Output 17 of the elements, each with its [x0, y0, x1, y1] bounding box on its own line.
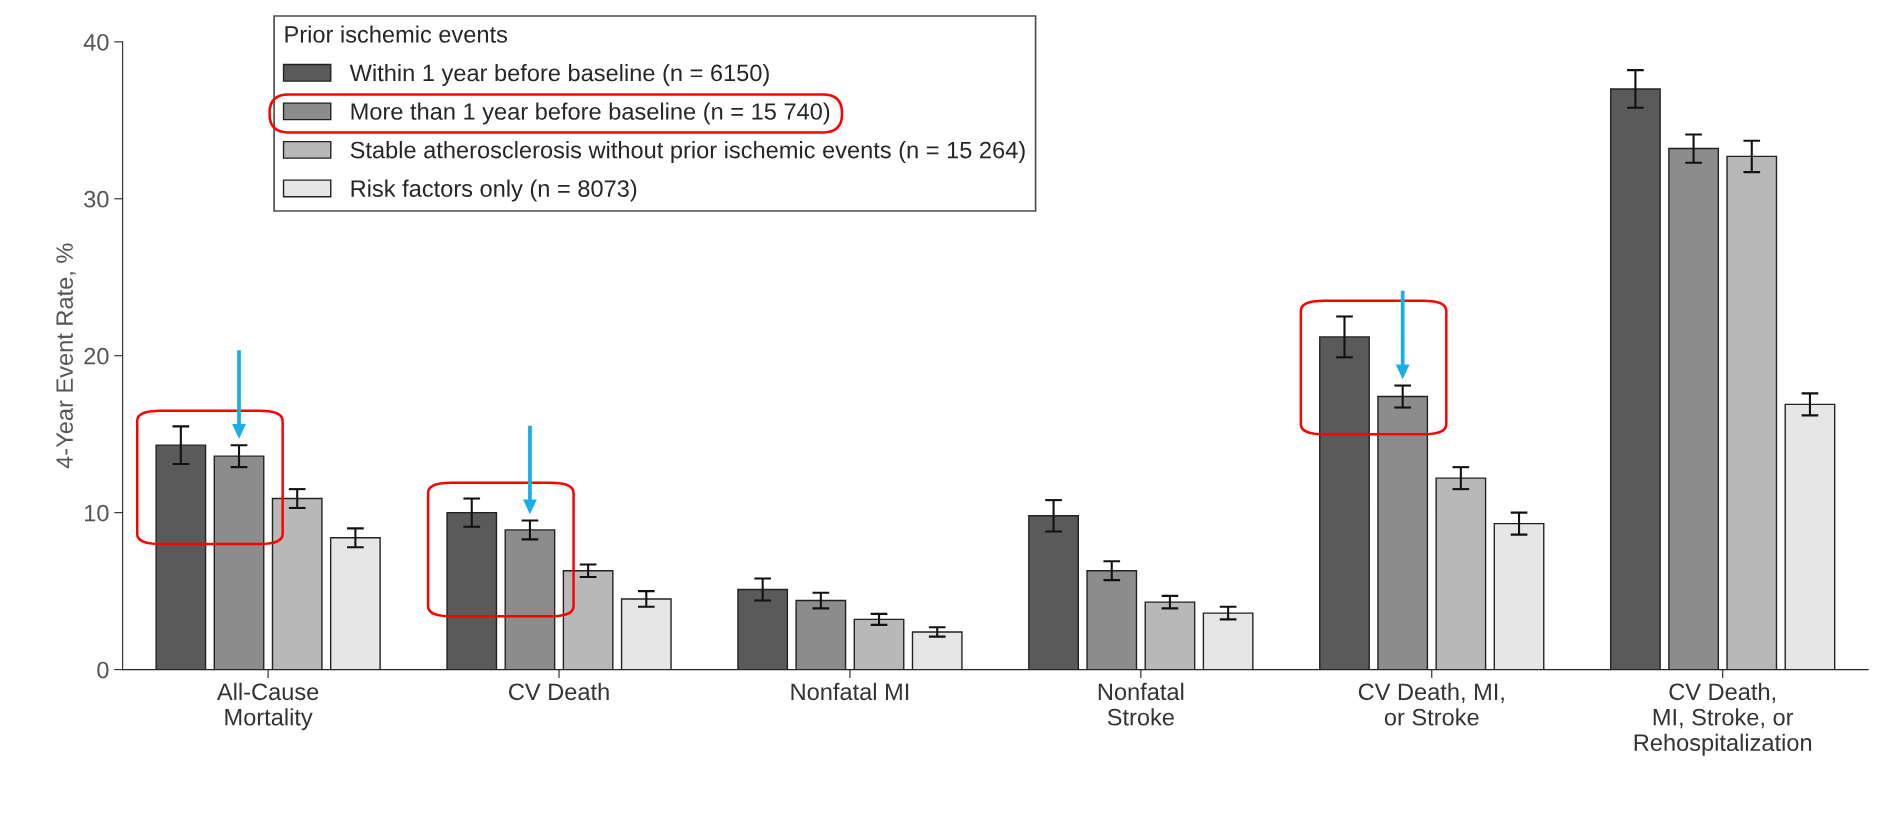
- y-tick-label: 20: [84, 347, 109, 365]
- x-tick-label: CV Death, MI, or Stroke: [1358, 682, 1504, 726]
- x-tick-label: CV Death, MI, Stroke, or Rehospitalization: [1634, 682, 1812, 756]
- legend-label: Within 1 year before baseline (n = 6150): [349, 63, 769, 86]
- x-tick-label: CV Death: [509, 682, 609, 701]
- y-tick-label: 0: [97, 661, 109, 679]
- y-tick-label: 40: [83, 33, 109, 51]
- x-tick-label: Nonfatal Stroke: [1098, 682, 1184, 726]
- legend-label: More than 1 year before baseline (n = 15 740): [351, 102, 830, 125]
- legend-label: Risk factors only (n = 8073): [351, 179, 637, 202]
- y-axis-title: 4-Year Event Rate, %: [56, 243, 76, 469]
- legend-label: Stable atherosclerosis without prior ischemic events (n = 15 264): [350, 141, 1025, 164]
- legend-title: Prior ischemic events: [285, 25, 508, 43]
- x-tick-label: All-Cause Mortality: [216, 682, 319, 731]
- y-tick-label: 30: [84, 190, 109, 208]
- x-tick-label: Nonfatal MI: [791, 682, 909, 701]
- y-tick-label: 10: [85, 504, 109, 522]
